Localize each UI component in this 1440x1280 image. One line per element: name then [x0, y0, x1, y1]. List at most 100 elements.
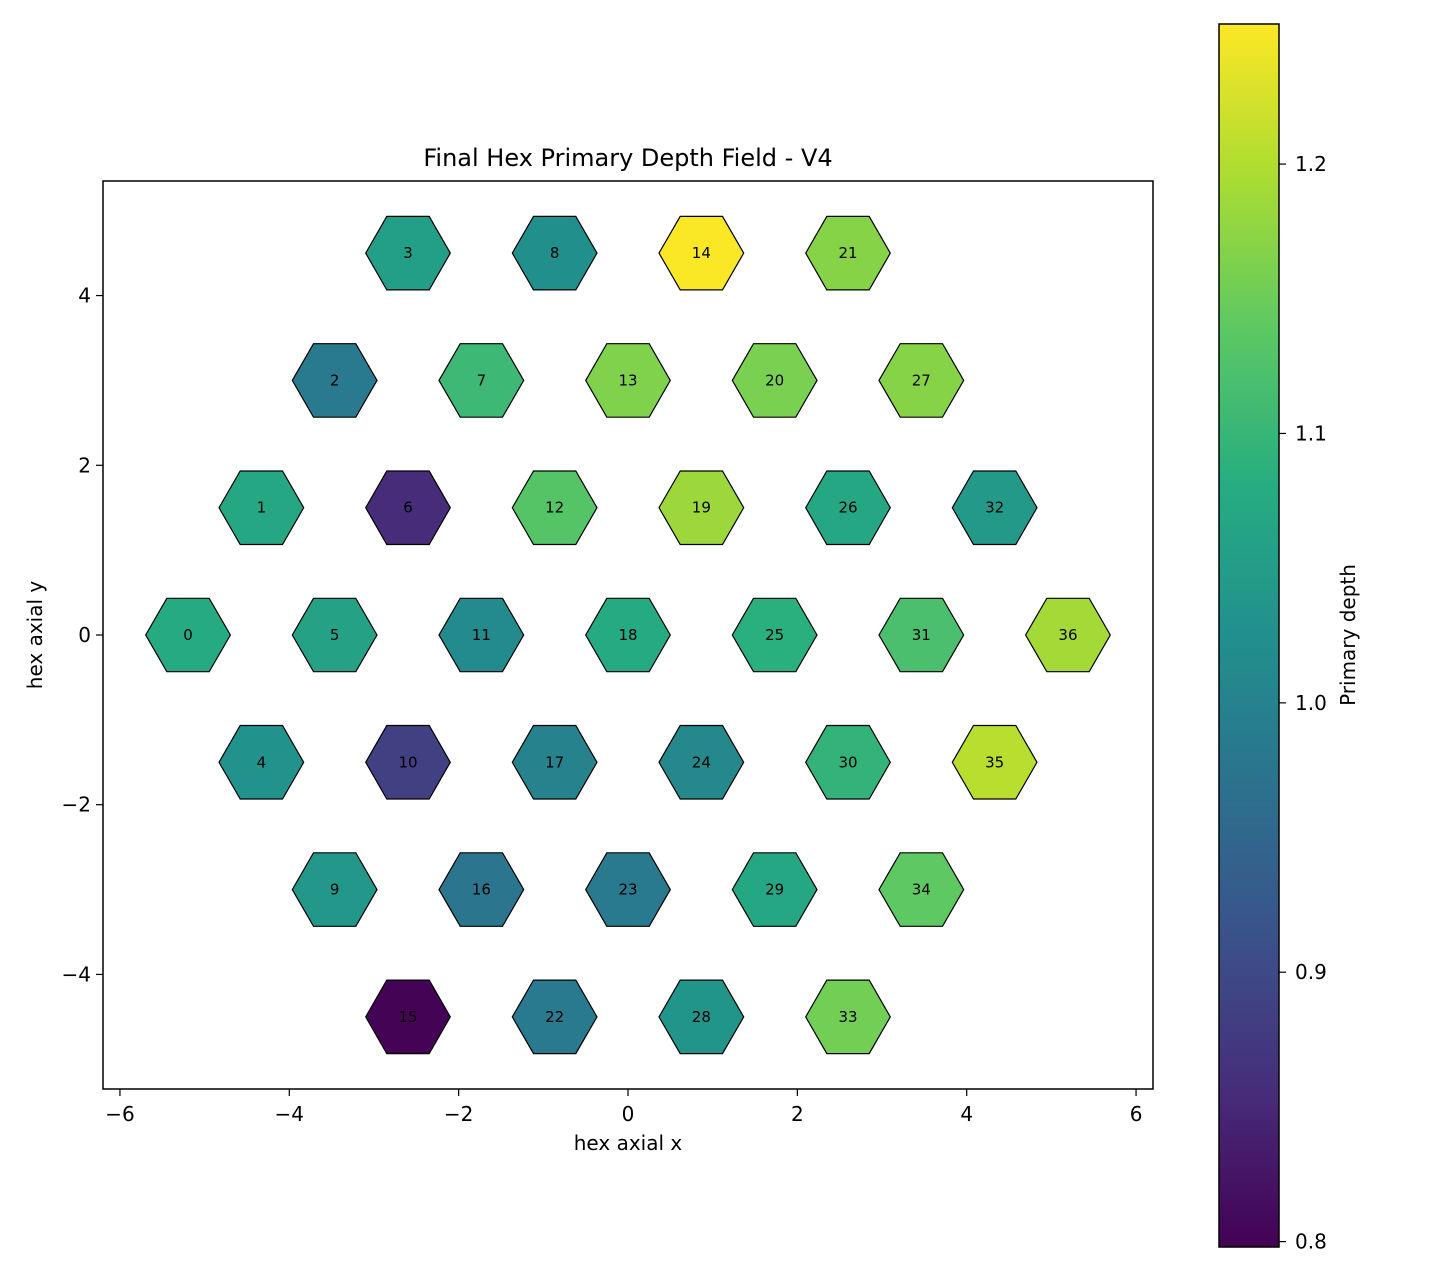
- hex-cell-shape: [365, 979, 451, 1055]
- colorbar-tick-label: 1.1: [1295, 421, 1327, 445]
- hex-cell-shape: [291, 597, 378, 673]
- hex-cell-label: 17: [545, 753, 564, 771]
- hex-cell: 4: [218, 724, 305, 800]
- hex-cell-shape: [878, 852, 965, 927]
- hex-cell: 25: [731, 597, 818, 673]
- hex-cell-label: 30: [838, 753, 857, 771]
- hex-cell-shape: [731, 852, 818, 927]
- hex-cell: 0: [145, 597, 232, 673]
- hex-cell-shape: [511, 979, 598, 1055]
- colorbar-ticks: 0.8 0.9 1.0 1.1 1.2: [1279, 152, 1327, 1254]
- hex-cell-label: 36: [1058, 626, 1077, 644]
- hex-cell-label: 29: [765, 881, 784, 899]
- hex-cell: 10: [365, 724, 451, 800]
- hex-cell-label: 28: [692, 1008, 711, 1026]
- hex-cell-shape: [291, 852, 378, 927]
- y-tick-label: 2: [78, 453, 91, 477]
- hex-cell: 8: [511, 215, 598, 291]
- hex-cell-shape: [145, 597, 232, 673]
- hex-cell: 7: [438, 343, 525, 418]
- colorbar-tick-label: 1.2: [1295, 152, 1327, 176]
- hex-cell: 20: [731, 343, 818, 418]
- chart-title: Final Hex Primary Depth Field - V4: [423, 144, 832, 172]
- hex-cell: 24: [658, 724, 745, 800]
- hex-cell-shape: [365, 470, 451, 546]
- hex-cell-shape: [438, 597, 525, 673]
- hex-cell: 30: [805, 724, 891, 800]
- hex-cell: 9: [291, 852, 378, 927]
- y-tick-label: 4: [78, 284, 91, 308]
- hex-cell: 36: [1024, 597, 1111, 673]
- hex-cell-label: 16: [472, 881, 491, 899]
- colorbar-tick-label: 0.9: [1295, 960, 1327, 984]
- hex-cell-shape: [658, 470, 745, 546]
- hex-cell-shape: [585, 597, 671, 673]
- hex-cell: 28: [658, 979, 745, 1055]
- hex-cell-label: 14: [692, 244, 711, 262]
- hex-cell-label: 9: [330, 881, 340, 899]
- hex-cell: 2: [291, 343, 378, 418]
- hex-cell-shape: [585, 852, 671, 927]
- colorbar-tick-label: 0.8: [1295, 1230, 1327, 1254]
- hex-cell: 16: [438, 852, 525, 927]
- hex-cell-label: 35: [985, 753, 1004, 771]
- hex-cell-label: 5: [330, 626, 340, 644]
- y-tick-label: −4: [62, 962, 91, 986]
- hex-cell-label: 20: [765, 371, 784, 389]
- hex-cell-label: 1: [257, 499, 267, 517]
- hex-cell-shape: [805, 979, 891, 1055]
- hex-cell-label: 26: [838, 499, 857, 517]
- hex-cell-label: 8: [550, 244, 560, 262]
- hex-cell-label: 18: [618, 626, 637, 644]
- hex-cell-shape: [585, 343, 671, 418]
- hex-cell: 35: [951, 724, 1038, 800]
- hex-cell-shape: [438, 343, 525, 418]
- hex-cell: 21: [805, 215, 891, 291]
- hex-cell: 17: [511, 724, 598, 800]
- hex-cell-label: 23: [618, 881, 637, 899]
- y-tick-label: 0: [78, 623, 91, 647]
- hex-cell: 15: [365, 979, 451, 1055]
- hex-cell: 27: [878, 343, 965, 418]
- hex-cell: 34: [878, 852, 965, 927]
- hex-cell-shape: [218, 724, 305, 800]
- hex-cell: 26: [805, 470, 891, 546]
- colorbar: 0.8 0.9 1.0 1.1 1.2 Primary depth: [1218, 23, 1360, 1254]
- hex-cell-label: 19: [692, 499, 711, 517]
- hex-cell: 1: [218, 470, 305, 546]
- hex-cell-shape: [951, 724, 1038, 800]
- hex-cell-shape: [658, 215, 745, 291]
- hex-cell-label: 15: [398, 1008, 417, 1026]
- hex-cell-label: 25: [765, 626, 784, 644]
- hex-cells: 0123456789101112131415161718192021222324…: [145, 215, 1111, 1055]
- hex-cell-shape: [365, 215, 451, 291]
- hex-cell-label: 7: [477, 371, 487, 389]
- hex-cell-shape: [511, 724, 598, 800]
- hex-cell-shape: [658, 979, 745, 1055]
- hex-cell: 18: [585, 597, 671, 673]
- hex-cell-shape: [731, 597, 818, 673]
- x-tick-label: 6: [1130, 1102, 1143, 1126]
- y-axis-label: hex axial y: [23, 581, 47, 690]
- x-tick-label: −4: [275, 1102, 304, 1126]
- hex-cell-label: 24: [692, 753, 711, 771]
- hex-cell: 32: [951, 470, 1038, 546]
- hex-cell-label: 31: [912, 626, 931, 644]
- hex-cell-shape: [805, 215, 891, 291]
- hex-cell: 6: [365, 470, 451, 546]
- hex-cell-shape: [365, 724, 451, 800]
- hex-cell: 23: [585, 852, 671, 927]
- hex-cell-label: 3: [403, 244, 413, 262]
- hex-cell: 5: [291, 597, 378, 673]
- hex-cell-shape: [511, 215, 598, 291]
- hex-cell: 11: [438, 597, 525, 673]
- hex-cell-label: 33: [838, 1008, 857, 1026]
- hex-cell-shape: [878, 343, 965, 418]
- hex-cell-label: 21: [838, 244, 857, 262]
- hex-cell-label: 34: [912, 881, 931, 899]
- hex-cell: 22: [511, 979, 598, 1055]
- hex-cell-label: 32: [985, 499, 1004, 517]
- x-axis-ticks: −6 −4 −2 0 2 4 6: [105, 1089, 1142, 1126]
- hex-cell: 12: [511, 470, 598, 546]
